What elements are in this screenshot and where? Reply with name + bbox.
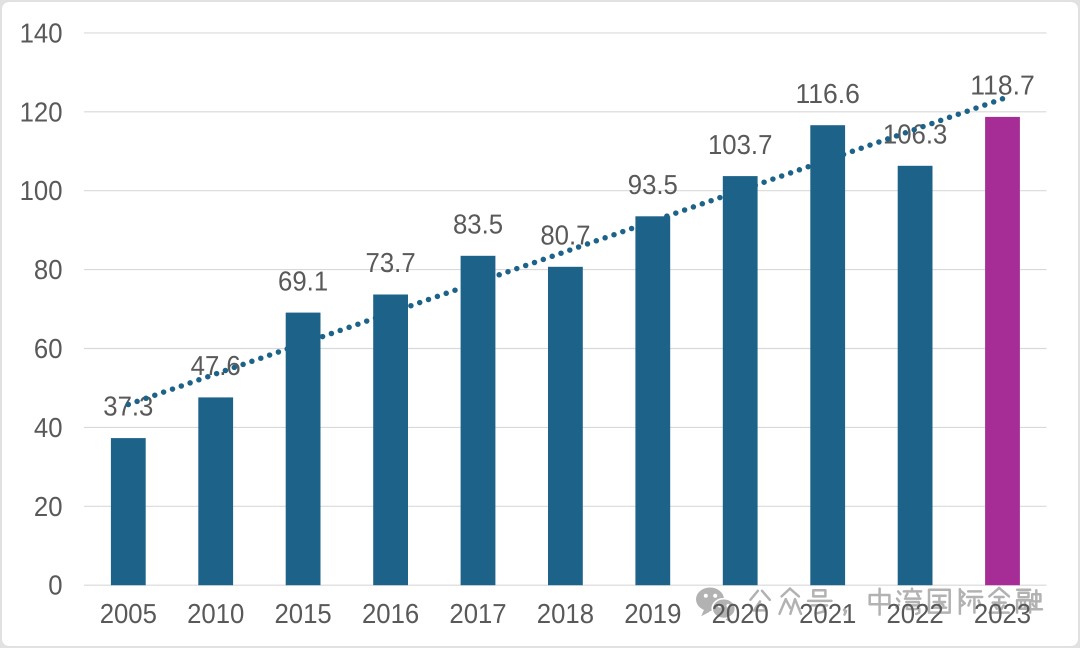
svg-text:2019: 2019 xyxy=(624,598,681,629)
svg-text:60: 60 xyxy=(34,333,63,364)
svg-text:93.5: 93.5 xyxy=(628,169,678,200)
svg-text:106.3: 106.3 xyxy=(883,119,947,150)
svg-text:80: 80 xyxy=(34,254,63,285)
svg-text:0: 0 xyxy=(48,570,62,601)
svg-text:118.7: 118.7 xyxy=(970,70,1034,101)
svg-text:2010: 2010 xyxy=(187,598,244,629)
svg-text:140: 140 xyxy=(20,17,63,48)
svg-text:73.7: 73.7 xyxy=(366,247,416,278)
svg-text:116.6: 116.6 xyxy=(796,78,860,109)
svg-text:120: 120 xyxy=(20,96,63,127)
svg-text:2021: 2021 xyxy=(799,598,856,629)
svg-text:2016: 2016 xyxy=(362,598,419,629)
svg-text:2020: 2020 xyxy=(712,598,769,629)
svg-text:2018: 2018 xyxy=(537,598,594,629)
svg-text:2023: 2023 xyxy=(974,598,1031,629)
svg-text:2005: 2005 xyxy=(100,598,157,629)
svg-text:2022: 2022 xyxy=(887,598,944,629)
svg-text:2015: 2015 xyxy=(275,598,332,629)
svg-text:80.7: 80.7 xyxy=(540,220,590,251)
svg-text:103.7: 103.7 xyxy=(708,129,772,160)
svg-text:100: 100 xyxy=(20,175,63,206)
svg-text:69.1: 69.1 xyxy=(278,265,328,296)
svg-text:2017: 2017 xyxy=(449,598,506,629)
svg-text:20: 20 xyxy=(34,491,63,522)
svg-text:40: 40 xyxy=(34,412,63,443)
svg-text:83.5: 83.5 xyxy=(453,208,503,239)
